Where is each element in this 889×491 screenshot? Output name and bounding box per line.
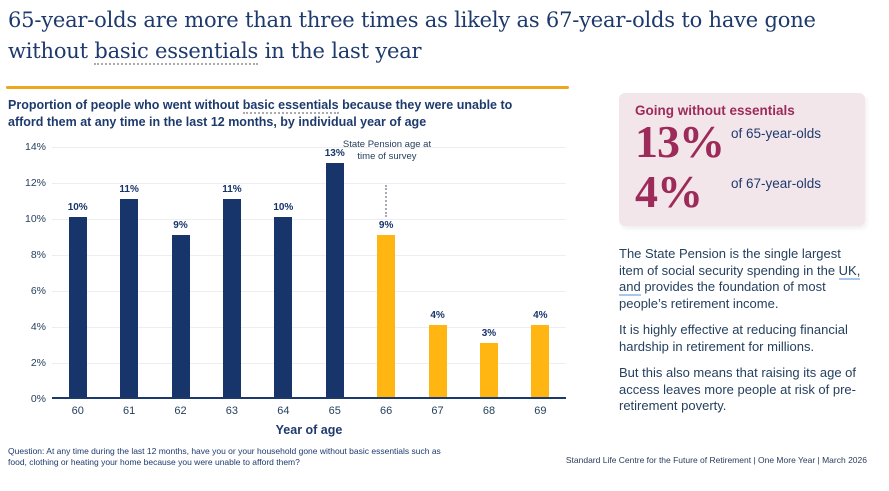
bar-62 <box>171 235 190 397</box>
y-axis-tick-label: 6% <box>30 285 46 297</box>
chart-title: Proportion of people who went without ba… <box>8 97 580 130</box>
paragraph-1: The State Pension is the single largest … <box>619 246 869 312</box>
chart-title-line2: afford them at any time in the last 12 m… <box>8 114 427 129</box>
stat-row-67: 4% of 67-year-olds <box>635 166 849 218</box>
gridline <box>52 327 566 328</box>
title-line1: 65-year-olds are more than three times a… <box>8 8 816 32</box>
gridline <box>52 219 566 220</box>
bar-60 <box>68 217 87 397</box>
chart-title-post: because they were unable to <box>338 98 513 112</box>
stat-row-65: 13% of 65-year-olds <box>635 116 849 168</box>
bar-slot-67: 4% <box>412 147 463 397</box>
bar-64 <box>274 217 293 397</box>
x-axis-tick-label: 61 <box>122 405 136 417</box>
bar-slot-65: 13% <box>309 147 360 397</box>
y-axis-tick-label: 2% <box>30 357 46 369</box>
bar-slot-66: 9% <box>360 147 411 397</box>
bar-65 <box>325 163 344 397</box>
annotation-dotted-line <box>385 185 387 217</box>
bar-slot-69: 4% <box>515 147 566 397</box>
x-axis-title: Year of age <box>275 423 343 437</box>
y-axis-tick-label: 4% <box>30 321 46 333</box>
x-axis-tick-label: 62 <box>174 405 187 417</box>
x-axis-tick-label: 64 <box>277 405 290 417</box>
x-axis-tick-label: 65 <box>328 405 341 417</box>
bar-63 <box>222 199 241 397</box>
stat-highlight-box: Going without essentials 13% of 65-year-… <box>619 93 865 226</box>
bars-container: 10% 11% 9% 11% 10% 13% 9% 4% 3% 4% <box>52 147 566 397</box>
paragraph-3: But this also means that raising its age… <box>619 365 857 413</box>
stat-value-65: 13% <box>635 116 725 167</box>
title-line2-underlined: basic essentials <box>94 39 259 65</box>
paragraph-1-pre: The State Pension is the single largest … <box>619 246 841 278</box>
gridline <box>52 255 566 256</box>
bar-value-label: 11% <box>119 184 139 195</box>
page-title: 65-year-olds are more than three times a… <box>8 5 838 67</box>
bar-value-label: 10% <box>273 202 294 213</box>
y-axis-tick-label: 10% <box>24 213 46 225</box>
stat-label-65: of 65-year-olds <box>731 126 822 141</box>
x-axis-tick-label: 68 <box>482 405 496 417</box>
bar-value-label: 4% <box>430 310 445 321</box>
bar-61 <box>120 199 139 397</box>
bar-value-label: 9% <box>378 220 394 231</box>
bar-value-label: 10% <box>67 202 88 213</box>
y-axis-tick-label: 0% <box>30 393 46 405</box>
bar-69 <box>531 325 550 397</box>
y-axis-tick-label: 8% <box>30 249 46 261</box>
x-axis-tick-label: 63 <box>225 405 239 417</box>
title-line2-pre: without <box>8 39 95 63</box>
y-axis-labels: 0% 2% 4% 6% 8% 10% 12% 14% <box>8 131 46 421</box>
bar-value-label: 13% <box>324 148 345 159</box>
bar-value-label: 4% <box>533 310 548 321</box>
gridline <box>52 291 566 292</box>
question-footnote: Question: At any time during the last 12… <box>8 446 441 467</box>
stat-label-67: of 67-year-olds <box>731 176 822 191</box>
bar-value-label: 9% <box>173 220 188 231</box>
bar-slot-62: 9% <box>155 147 206 397</box>
y-axis-tick-label: 14% <box>24 141 46 153</box>
gridline <box>52 147 566 148</box>
stat-box-heading: Going without essentials <box>635 103 795 118</box>
chart-title-pre: Proportion of people who went without <box>8 98 243 112</box>
title-line2-post: in the last year <box>258 39 422 63</box>
gold-divider-line <box>6 86 569 89</box>
x-axis-tick-label: 66 <box>380 405 393 417</box>
bar-slot-63: 11% <box>206 147 257 397</box>
paragraph-1-post: provides the foundation of most people’s… <box>619 279 826 311</box>
x-axis-tick-label: 60 <box>71 405 84 417</box>
chart-section: Proportion of people who went without ba… <box>8 97 580 443</box>
bar-slot-64: 10% <box>258 147 309 397</box>
bar-value-label: 11% <box>222 184 242 195</box>
bar-68 <box>479 343 498 397</box>
source-footer: Standard Life Centre for the Future of R… <box>565 455 867 465</box>
chart-title-underlined: basic essentials <box>242 98 339 114</box>
bar-66 <box>377 235 396 397</box>
x-axis-labels: 60 61 62 63 64 65 66 67 68 69 <box>52 405 566 417</box>
bar-slot-68: 3% <box>463 147 514 397</box>
gridline <box>52 183 566 184</box>
y-axis-tick-label: 12% <box>24 177 46 189</box>
x-axis-tick-label: 69 <box>534 405 547 417</box>
chart-plot-area: 10% 11% 9% 11% 10% 13% 9% 4% 3% 4% State Pension … <box>52 139 566 399</box>
state-pension-annotation: State Pension age at time of survey <box>342 139 432 162</box>
commentary-text: The State Pension is the single largest … <box>619 246 869 425</box>
x-axis-tick-label: 67 <box>431 405 444 417</box>
bar-chart: 0% 2% 4% 6% 8% 10% 12% 14% 10% 11% 9% 11% 10% 13% 9% 4… <box>8 131 580 443</box>
paragraph-2: It is highly effective at reducing finan… <box>619 322 848 354</box>
bar-slot-60: 10% <box>52 147 103 397</box>
bar-value-label: 3% <box>481 328 497 339</box>
paragraph-1-underlined: UK, and <box>619 262 861 296</box>
bar-67 <box>428 325 447 397</box>
gridline <box>52 363 566 364</box>
bar-slot-61: 11% <box>103 147 154 397</box>
stat-value-67: 4% <box>635 166 703 217</box>
